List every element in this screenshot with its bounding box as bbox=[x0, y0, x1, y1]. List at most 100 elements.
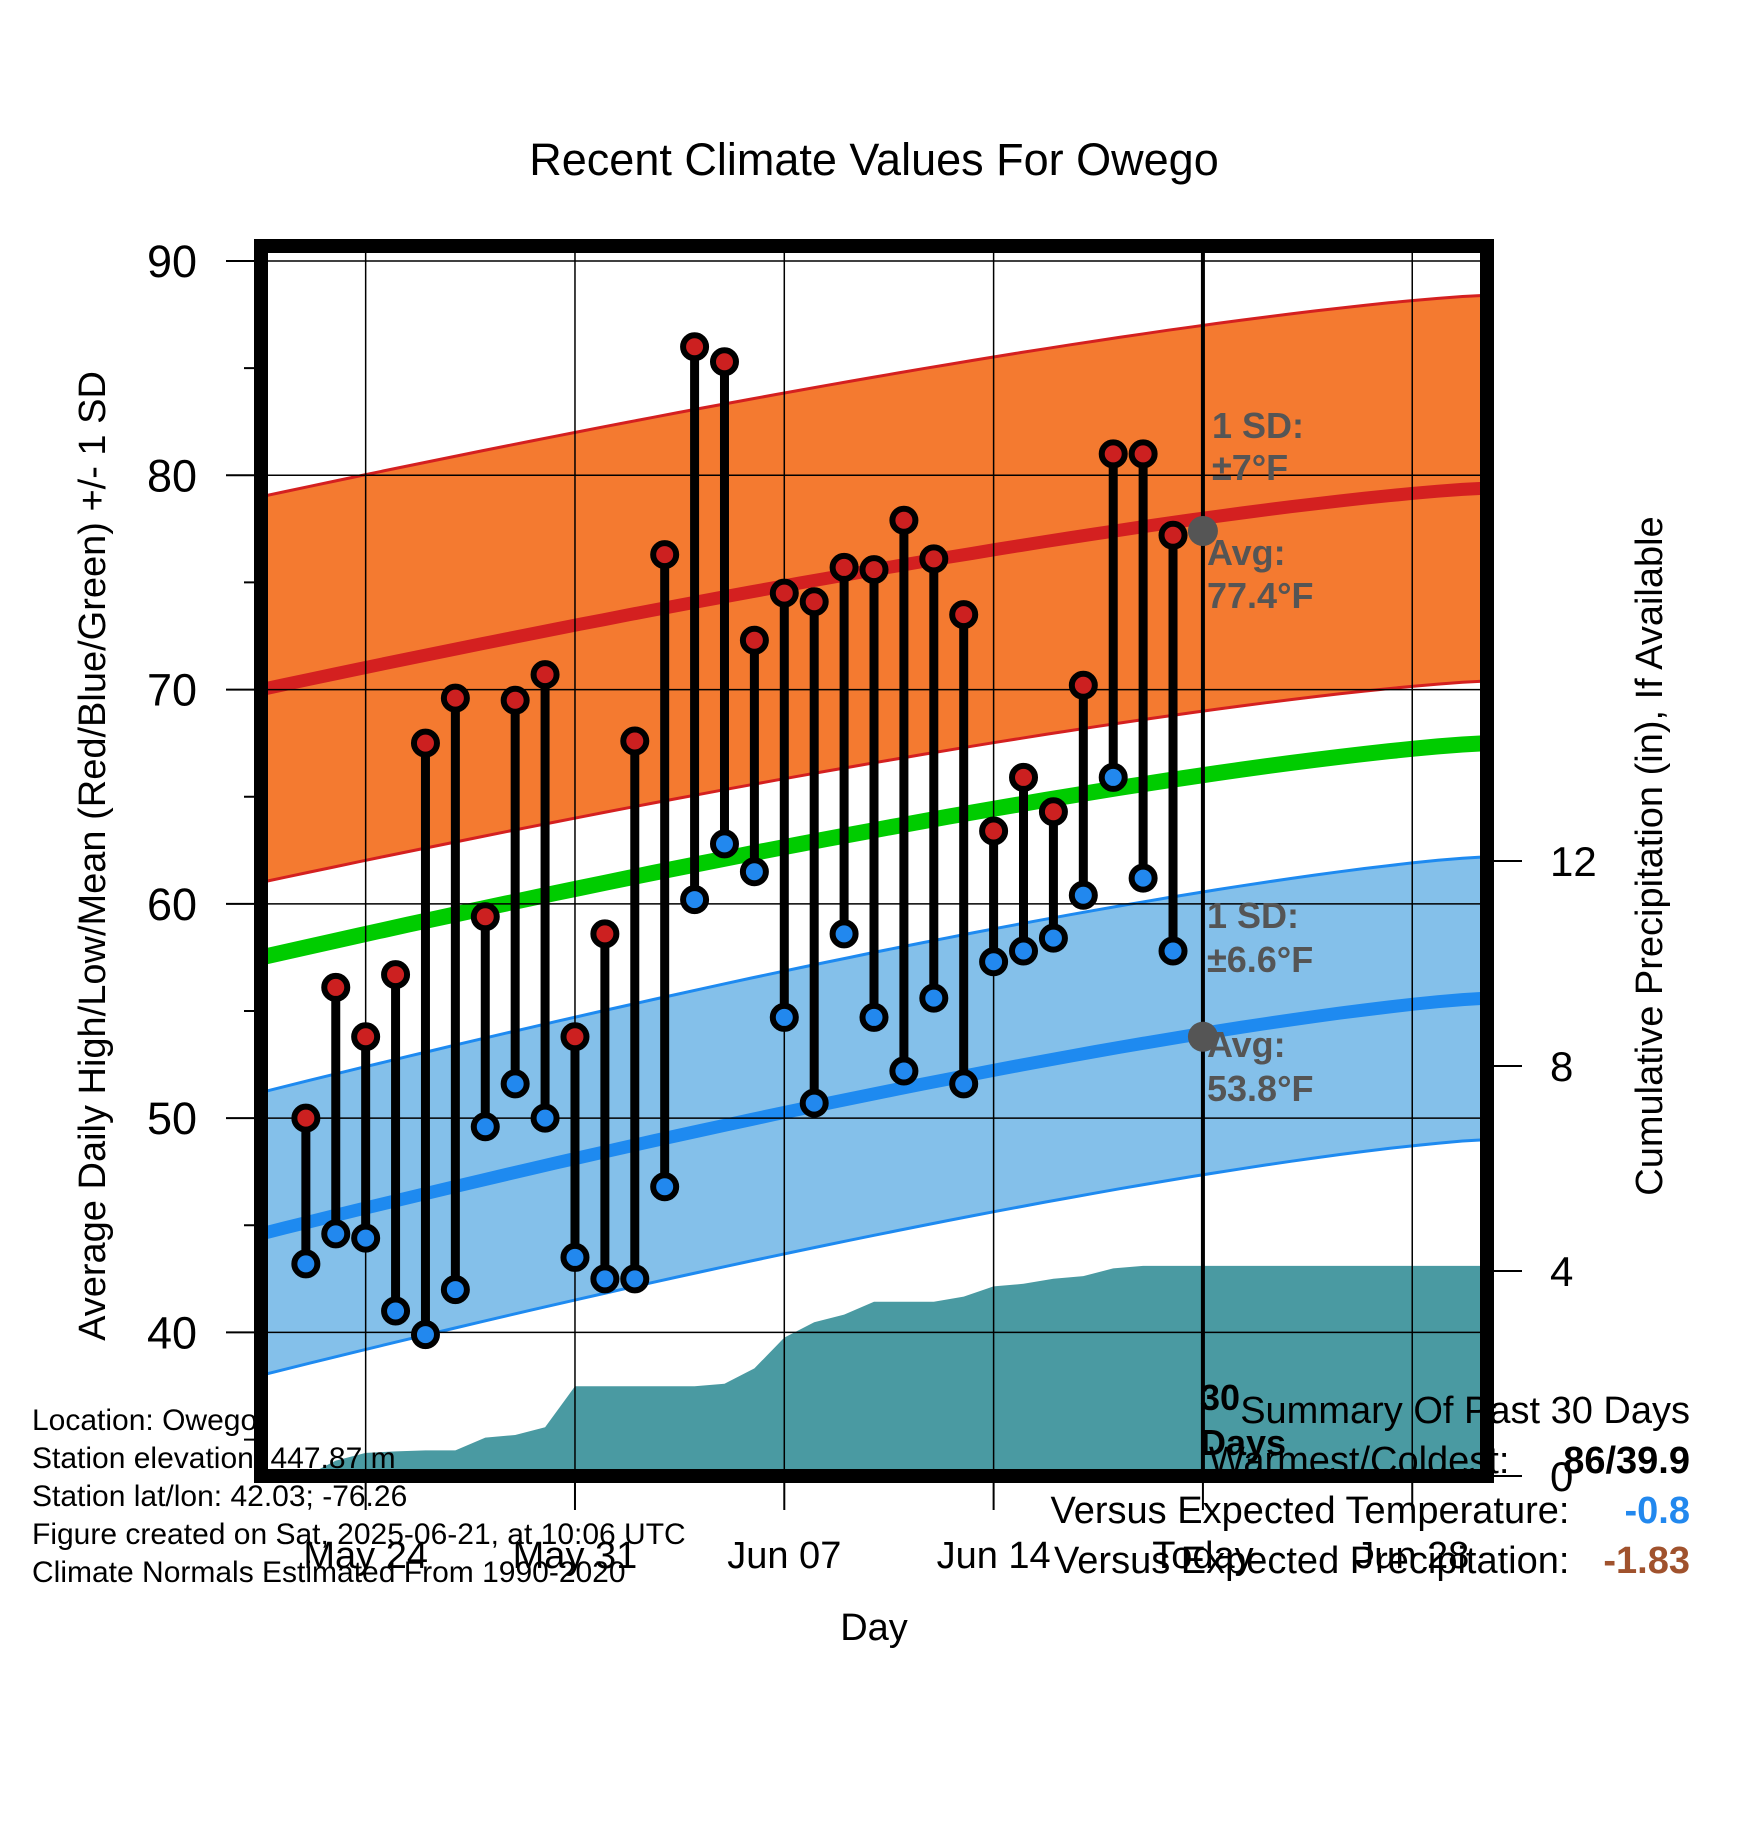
x-tick-label: Jun 28 bbox=[1355, 1535, 1469, 1577]
plot-frame bbox=[254, 239, 1494, 1483]
daily-high-point bbox=[859, 555, 889, 585]
created-text: Figure created on Sat, 2025-06-21, at 10… bbox=[32, 1518, 686, 1551]
y2-axis-label: Cumulative Precipitation (in), If Availa… bbox=[1629, 516, 1671, 1195]
daily-high-point bbox=[709, 347, 739, 377]
daily-low-point bbox=[769, 1002, 799, 1032]
daily-high-point bbox=[1009, 762, 1039, 792]
daily-high-point bbox=[680, 332, 710, 362]
daily-high-point bbox=[650, 540, 680, 570]
daily-low-point bbox=[410, 1320, 440, 1350]
temp-label: Versus Expected Temperature: bbox=[1050, 1490, 1570, 1532]
daily-high-point bbox=[620, 726, 650, 756]
daily-high-point bbox=[500, 685, 530, 715]
daily-low-point bbox=[291, 1249, 321, 1279]
y-tick-label: 60 bbox=[147, 879, 197, 930]
daily-low-point bbox=[440, 1275, 470, 1305]
daily-low-point bbox=[321, 1219, 351, 1249]
daily-low-point bbox=[530, 1103, 560, 1133]
station-info: Location: Owego Station elevation: 447.8… bbox=[32, 1402, 686, 1592]
daily-low-point bbox=[500, 1069, 530, 1099]
daily-high-point bbox=[979, 816, 1009, 846]
chart-title: Recent Climate Values For Owego bbox=[529, 134, 1218, 185]
precip-value: -1.83 bbox=[1603, 1540, 1690, 1582]
y-tick-label: 40 bbox=[147, 1307, 197, 1358]
daily-high-point bbox=[530, 660, 560, 690]
daily-low-point bbox=[799, 1088, 829, 1118]
warm-cold-value: 86/39.9 bbox=[1563, 1440, 1690, 1482]
daily-low-point bbox=[590, 1264, 620, 1294]
daily-high-point bbox=[291, 1103, 321, 1133]
today-high-marker bbox=[1187, 516, 1218, 546]
daily-high-point bbox=[1158, 520, 1188, 550]
daily-low-point bbox=[709, 829, 739, 859]
summary-title: Summary Of Past 30 Days bbox=[1240, 1390, 1690, 1432]
period-label-unit: Days bbox=[1200, 1422, 1286, 1463]
y-tick-label: 90 bbox=[147, 236, 197, 287]
daily-high-point bbox=[440, 683, 470, 713]
daily-high-point bbox=[560, 1022, 590, 1052]
daily-low-point bbox=[650, 1172, 680, 1202]
summary-precip: Versus Expected Precipitation: -1.83 bbox=[1051, 1540, 1690, 1590]
precip-area bbox=[261, 1265, 1487, 1476]
high-avg-label: Avg: bbox=[1207, 532, 1286, 573]
daily-high-point bbox=[381, 960, 411, 990]
daily-high-point bbox=[1068, 670, 1098, 700]
x-tick-label: Jun 07 bbox=[727, 1535, 841, 1577]
daily-high-point bbox=[949, 600, 979, 630]
y2-tick-label: 12 bbox=[1550, 838, 1597, 885]
today-low-marker bbox=[1187, 1021, 1218, 1052]
y2-tick-label: 4 bbox=[1550, 1248, 1573, 1295]
y-tick-label: 50 bbox=[147, 1093, 197, 1144]
daily-low-point bbox=[620, 1264, 650, 1294]
daily-high-point bbox=[321, 972, 351, 1002]
daily-high-point bbox=[351, 1022, 381, 1052]
daily-low-point bbox=[1038, 923, 1068, 953]
daily-high-point bbox=[799, 587, 829, 617]
daily-low-point bbox=[859, 1002, 889, 1032]
period-label-number: 30 bbox=[1200, 1377, 1240, 1418]
high-sd-label: 1 SD: bbox=[1212, 405, 1304, 446]
daily-high-point bbox=[739, 625, 769, 655]
elevation-text: Station elevation: 447.87 m bbox=[32, 1442, 396, 1475]
daily-high-point bbox=[919, 544, 949, 574]
daily-low-point bbox=[919, 983, 949, 1013]
y-tick-label: 80 bbox=[147, 450, 197, 501]
precip-label: Versus Expected Precipitation: bbox=[1054, 1540, 1570, 1582]
high-sd-value: ±7°F bbox=[1212, 447, 1288, 488]
daily-high-point bbox=[1038, 797, 1068, 827]
summary-warm-cold: Warmest/Coldest: 86/39.9 bbox=[1051, 1440, 1690, 1490]
daily-low-point bbox=[1128, 863, 1158, 893]
daily-low-point bbox=[680, 885, 710, 915]
daily-low-point bbox=[1158, 936, 1188, 966]
y2-tick-label: 0 bbox=[1550, 1453, 1573, 1500]
daily-high-point bbox=[410, 728, 440, 758]
x-tick-label: May 31 bbox=[513, 1535, 638, 1577]
temp-value: -0.8 bbox=[1624, 1490, 1690, 1532]
low-sd-band-lower-edge bbox=[260, 1138, 1488, 1377]
normal-low-line bbox=[259, 991, 1488, 1241]
y2-tick-label: 8 bbox=[1550, 1043, 1573, 1090]
daily-high-point bbox=[470, 902, 500, 932]
location-text: Location: Owego bbox=[32, 1404, 258, 1437]
high-sd-band-upper-edge bbox=[260, 293, 1488, 499]
summary-temp: Versus Expected Temperature: -0.8 bbox=[1051, 1490, 1690, 1540]
normals-text: Climate Normals Estimated From 1990-2020 bbox=[32, 1556, 626, 1589]
daily-high-point bbox=[769, 578, 799, 608]
low-sd-label: 1 SD: bbox=[1207, 895, 1299, 936]
low-avg-value: 53.8°F bbox=[1207, 1068, 1313, 1109]
summary-panel: Summary Of Past 30 Days Warmest/Coldest:… bbox=[1051, 1390, 1690, 1590]
daily-low-point bbox=[381, 1296, 411, 1326]
x-axis-label: Day bbox=[840, 1607, 908, 1649]
x-tick-label: Jun 14 bbox=[937, 1535, 1051, 1577]
daily-low-point bbox=[829, 919, 859, 949]
daily-high-point bbox=[829, 552, 859, 582]
daily-high-point bbox=[889, 505, 919, 535]
x-tick-label: May 24 bbox=[303, 1535, 428, 1577]
daily-low-point bbox=[1068, 880, 1098, 910]
daily-low-point bbox=[1009, 936, 1039, 966]
low-sd-value: ±6.6°F bbox=[1207, 939, 1313, 980]
daily-high-point bbox=[590, 919, 620, 949]
daily-low-point bbox=[739, 857, 769, 887]
